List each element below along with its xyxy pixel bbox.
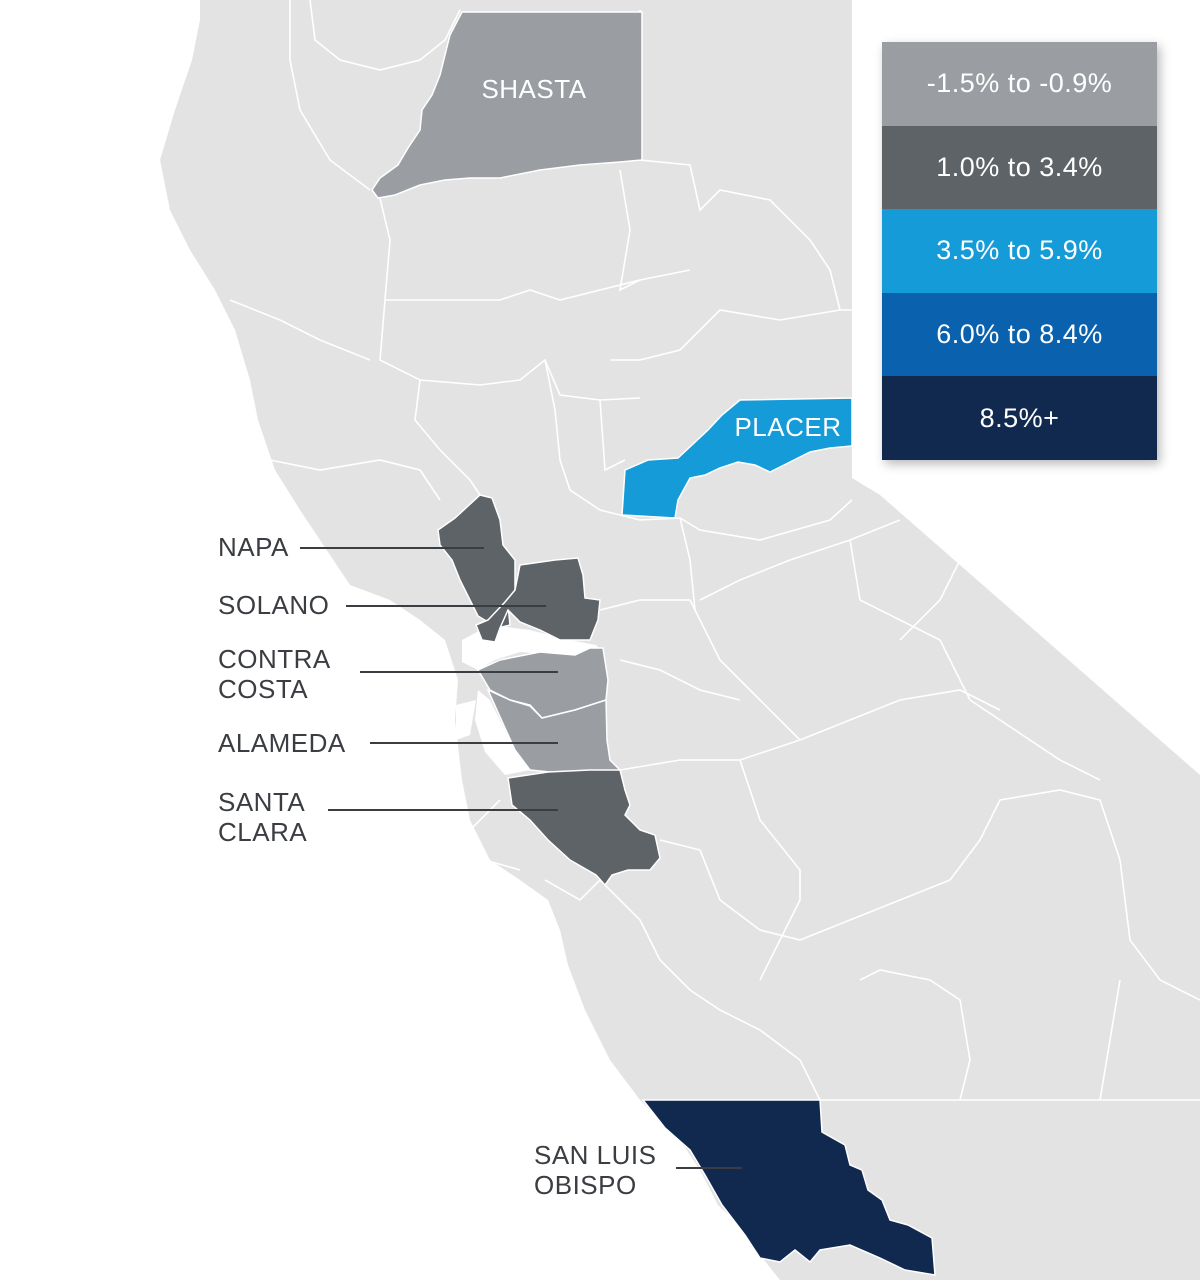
county-placer (621, 397, 853, 519)
label-santa-clara: SANTA CLARA (218, 787, 312, 847)
callout-alameda: ALAMEDA (218, 728, 558, 758)
callout-contra-costa: CONTRA COSTA (218, 644, 558, 704)
legend-item-2: 1.0% to 3.4% (882, 125, 1157, 210)
county-alameda (486, 688, 622, 773)
label-san-luis-obispo-line2: OBISPO (534, 1170, 637, 1200)
legend-label: 6.0% to 8.4% (936, 319, 1103, 350)
label-contra-costa: CONTRA COSTA (218, 644, 337, 704)
legend-label: 8.5%+ (979, 402, 1060, 433)
label-solano: SOLANO (218, 590, 329, 620)
callout-solano: SOLANO (218, 590, 546, 620)
county-solano (475, 557, 601, 643)
callout-san-luis-obispo: SAN LUIS OBISPO (534, 1140, 742, 1200)
label-alameda: ALAMEDA (218, 728, 346, 758)
legend-item-5: 8.5%+ (882, 376, 1157, 460)
county-borders (229, 0, 1200, 1101)
legend-label: 3.5% to 5.9% (936, 235, 1103, 266)
label-contra-costa-line2: COSTA (218, 674, 308, 704)
label-san-luis-obispo-line1: SAN LUIS (534, 1140, 657, 1170)
label-placer: PLACER (734, 412, 841, 442)
label-shasta: SHASTA (481, 74, 586, 104)
label-san-luis-obispo: SAN LUIS OBISPO (534, 1140, 664, 1200)
legend-label: -1.5% to -0.9% (926, 68, 1113, 99)
county-shasta (371, 11, 643, 199)
legend-item-3: 3.5% to 5.9% (882, 209, 1157, 293)
california-landmass (160, 0, 1200, 1280)
legend: -1.5% to -0.9% 1.0% to 3.4% 3.5% to 5.9%… (882, 42, 1157, 460)
label-santa-clara-line2: CLARA (218, 817, 307, 847)
legend-label: 1.0% to 3.4% (936, 151, 1103, 182)
legend-item-4: 6.0% to 8.4% (882, 292, 1157, 377)
county-san-luis-obispo (641, 1099, 936, 1276)
county-santa-clara (507, 769, 661, 887)
callout-napa: NAPA (218, 532, 484, 562)
legend-item-1: -1.5% to -0.9% (882, 42, 1157, 126)
label-contra-costa-line1: CONTRA (218, 644, 331, 674)
callout-santa-clara: SANTA CLARA (218, 787, 558, 847)
label-santa-clara-line1: SANTA (218, 787, 305, 817)
label-napa: NAPA (218, 532, 289, 562)
